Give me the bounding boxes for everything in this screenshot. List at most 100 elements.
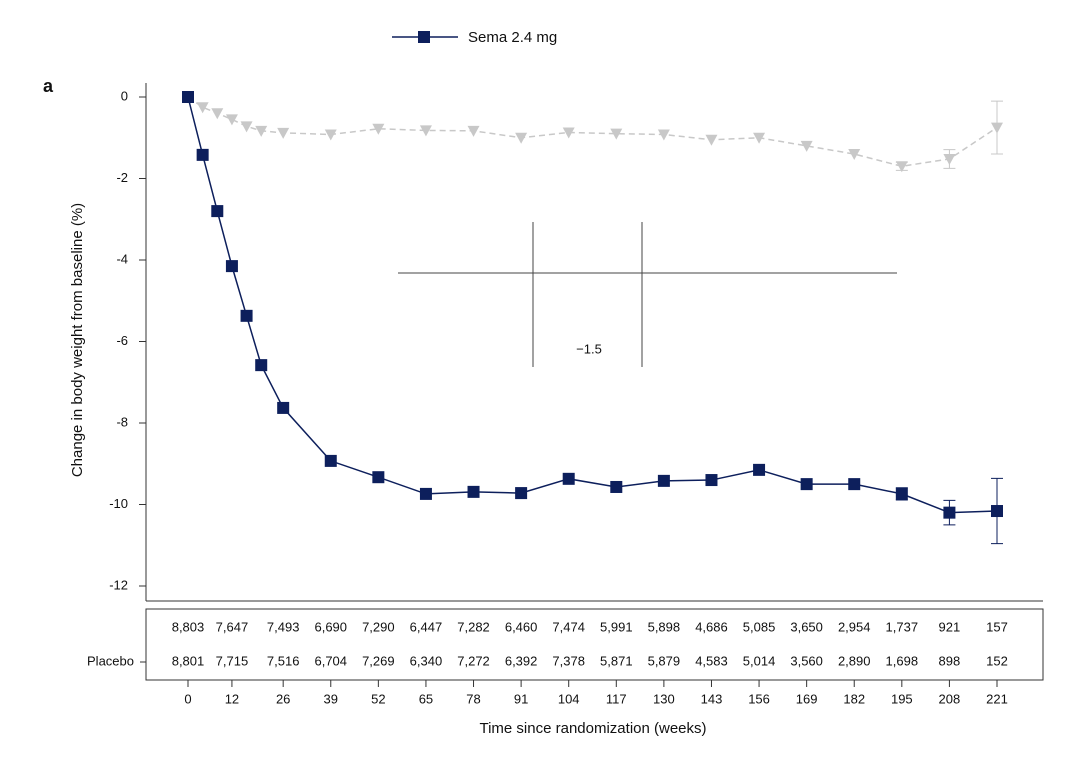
risk-count: 4,583 bbox=[695, 653, 728, 668]
risk-count: 157 bbox=[986, 619, 1008, 634]
point bbox=[848, 149, 861, 161]
point bbox=[211, 108, 224, 120]
point bbox=[467, 125, 480, 137]
point bbox=[324, 129, 337, 141]
risk-count: 6,447 bbox=[410, 619, 443, 634]
y-tick-label: -10 bbox=[109, 496, 128, 511]
risk-count: 6,340 bbox=[410, 653, 443, 668]
risk-count: 2,954 bbox=[838, 619, 871, 634]
risk-count: 7,290 bbox=[362, 619, 395, 634]
point bbox=[610, 480, 623, 493]
point bbox=[515, 487, 528, 500]
risk-count: 898 bbox=[939, 653, 961, 668]
point bbox=[610, 128, 623, 140]
y-tick-label: -12 bbox=[109, 577, 128, 592]
risk-count: 1,737 bbox=[886, 619, 919, 634]
x-tick-label: 130 bbox=[653, 691, 675, 706]
risk-count: 7,474 bbox=[552, 619, 585, 634]
point bbox=[753, 463, 766, 476]
point bbox=[277, 401, 290, 414]
risk-count: 1,698 bbox=[886, 653, 919, 668]
risk-row-label: Placebo bbox=[87, 653, 134, 668]
risk-count: 7,647 bbox=[216, 619, 249, 634]
risk-count: 7,715 bbox=[216, 653, 249, 668]
x-tick-label: 195 bbox=[891, 691, 913, 706]
risk-count: 8,803 bbox=[172, 619, 205, 634]
point bbox=[515, 132, 528, 144]
risk-count: 6,690 bbox=[314, 619, 347, 634]
panel-label: a bbox=[43, 76, 54, 96]
risk-count: 6,704 bbox=[314, 653, 347, 668]
x-tick-label: 0 bbox=[184, 691, 191, 706]
y-tick-label: -4 bbox=[116, 251, 128, 266]
point bbox=[324, 454, 337, 467]
x-tick-label: 65 bbox=[419, 691, 433, 706]
risk-table-box bbox=[145, 608, 1044, 681]
point bbox=[225, 260, 238, 273]
legend-label: Sema 2.4 mg bbox=[468, 29, 557, 46]
x-tick-label: 26 bbox=[276, 691, 290, 706]
risk-count: 5,991 bbox=[600, 619, 633, 634]
point bbox=[991, 505, 1003, 518]
x-tick-label: 52 bbox=[371, 691, 385, 706]
risk-count: 7,493 bbox=[267, 619, 300, 634]
x-tick-label: 104 bbox=[558, 691, 580, 706]
point bbox=[372, 471, 385, 484]
point bbox=[562, 127, 575, 139]
y-tick-label: -6 bbox=[116, 333, 128, 348]
x-tick-label: 117 bbox=[606, 691, 627, 706]
annotation: −1.5 bbox=[576, 341, 602, 356]
x-axis-label: Time since randomization (weeks) bbox=[479, 720, 706, 737]
y-tick-label: -2 bbox=[116, 170, 128, 185]
point bbox=[753, 132, 766, 144]
point bbox=[705, 474, 718, 487]
risk-count: 6,392 bbox=[505, 653, 538, 668]
risk-count: 5,898 bbox=[648, 619, 681, 634]
point bbox=[705, 134, 718, 146]
risk-count: 5,014 bbox=[743, 653, 776, 668]
point bbox=[240, 309, 253, 322]
inset bbox=[398, 222, 897, 367]
point bbox=[419, 125, 432, 137]
risk-count: 3,560 bbox=[790, 653, 823, 668]
risk-count: 7,272 bbox=[457, 653, 490, 668]
point bbox=[467, 485, 480, 498]
y-tick-label: 0 bbox=[121, 88, 128, 103]
risk-count: 4,686 bbox=[695, 619, 728, 634]
point bbox=[255, 125, 268, 137]
point bbox=[211, 205, 224, 218]
risk-count: 7,516 bbox=[267, 653, 300, 668]
risk-count: 2,890 bbox=[838, 653, 871, 668]
point bbox=[895, 487, 908, 500]
x-tick-label: 208 bbox=[939, 691, 961, 706]
point bbox=[240, 121, 253, 133]
point bbox=[182, 91, 194, 103]
x-tick-label: 156 bbox=[748, 691, 770, 706]
x-tick-label: 221 bbox=[986, 691, 1008, 706]
point bbox=[991, 122, 1003, 134]
point bbox=[277, 127, 290, 139]
series-line bbox=[187, 96, 998, 514]
point bbox=[895, 161, 908, 173]
series-line bbox=[187, 96, 998, 168]
risk-count: 921 bbox=[939, 619, 961, 634]
x-tick-label: 91 bbox=[514, 691, 528, 706]
risk-count: 7,269 bbox=[362, 653, 395, 668]
legend-marker bbox=[418, 31, 430, 43]
risk-count: 5,879 bbox=[648, 653, 681, 668]
point bbox=[657, 474, 670, 487]
y-axis-label: Change in body weight from baseline (%) bbox=[69, 203, 86, 477]
point bbox=[848, 478, 861, 491]
point bbox=[225, 114, 238, 126]
point bbox=[255, 359, 268, 372]
x-tick-label: 182 bbox=[843, 691, 865, 706]
point bbox=[800, 140, 813, 152]
point bbox=[800, 478, 813, 491]
risk-count: 5,085 bbox=[743, 619, 776, 634]
x-tick-label: 39 bbox=[324, 691, 338, 706]
x-tick-label: 169 bbox=[796, 691, 818, 706]
point bbox=[943, 506, 956, 519]
point bbox=[372, 123, 385, 135]
risk-count: 152 bbox=[986, 653, 1008, 668]
